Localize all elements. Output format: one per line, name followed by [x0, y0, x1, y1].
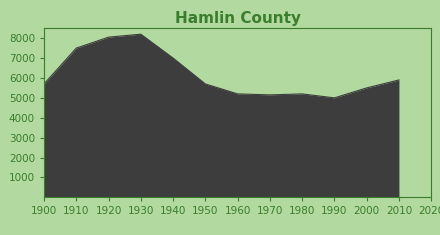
Title: Hamlin County: Hamlin County: [175, 11, 301, 26]
